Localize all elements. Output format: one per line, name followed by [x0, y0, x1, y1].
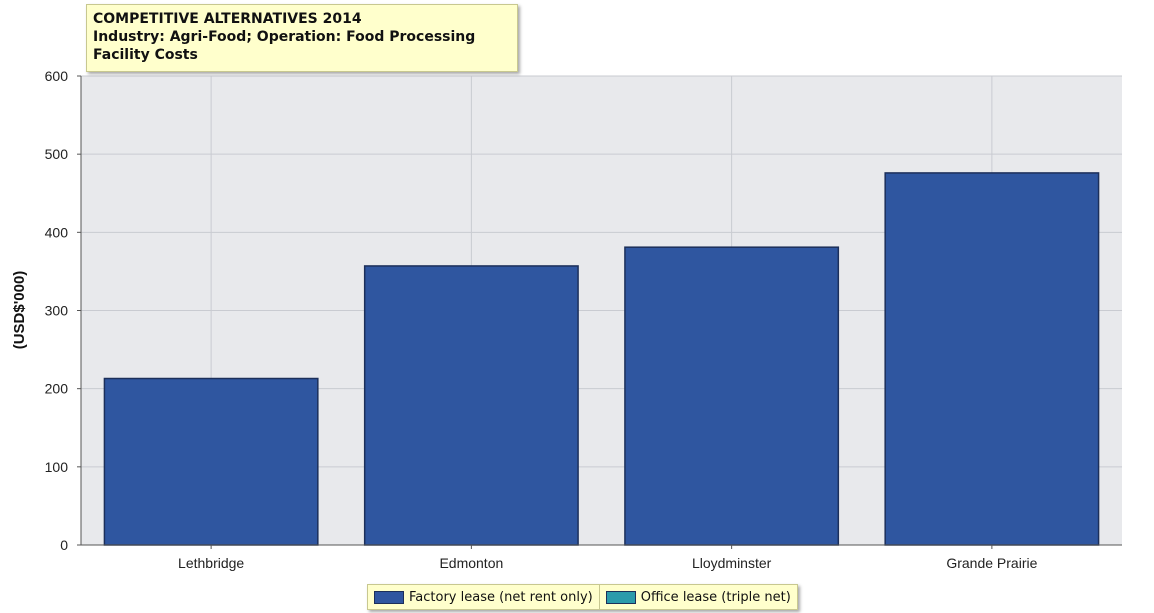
legend-swatch-office-lease — [605, 590, 636, 604]
bar-lethbridge[interactable] — [103, 377, 319, 546]
title-line-3: Facility Costs — [93, 47, 198, 63]
x-tick-label: Lloydminster — [692, 555, 772, 571]
bar-grande-prairie[interactable] — [884, 172, 1100, 546]
y-ticks: 0 100 200 300 400 500 600 — [45, 68, 81, 553]
y-tick-label: 100 — [45, 459, 69, 475]
legend-label-factory-lease: Factory lease (net rent only) — [409, 589, 593, 605]
y-tick-label: 200 — [45, 381, 69, 397]
title-line-2: Industry: Agri-Food; Operation: Food Pro… — [93, 29, 476, 45]
y-tick-label: 500 — [45, 146, 69, 162]
bar-lloydminster[interactable] — [624, 246, 840, 546]
x-tick-label: Edmonton — [439, 555, 503, 571]
x-tick-label: Grande Prairie — [946, 555, 1037, 571]
y-tick-label: 400 — [45, 224, 69, 240]
chart-title: COMPETITIVE ALTERNATIVES 2014 Industry: … — [86, 4, 518, 72]
legend-item-office-lease[interactable]: Office lease (triple net) — [598, 585, 797, 609]
y-tick-label: 600 — [45, 68, 69, 84]
x-ticks: Lethbridge Edmonton Lloydminster Grande Pra… — [178, 545, 1038, 571]
bar-edmonton[interactable] — [363, 265, 579, 546]
legend-item-factory-lease[interactable]: Factory lease (net rent only) — [368, 585, 599, 609]
y-tick-label: 300 — [45, 303, 69, 319]
legend: Factory lease (net rent only) Office lea… — [367, 584, 798, 610]
bars — [103, 172, 1100, 546]
x-tick-label: Lethbridge — [178, 555, 244, 571]
y-tick-label: 0 — [60, 537, 68, 553]
legend-label-office-lease: Office lease (triple net) — [640, 589, 791, 605]
legend-swatch-factory-lease — [374, 590, 404, 604]
title-line-1: COMPETITIVE ALTERNATIVES 2014 — [93, 11, 362, 27]
y-axis-label: (USD$'000) — [11, 271, 28, 350]
